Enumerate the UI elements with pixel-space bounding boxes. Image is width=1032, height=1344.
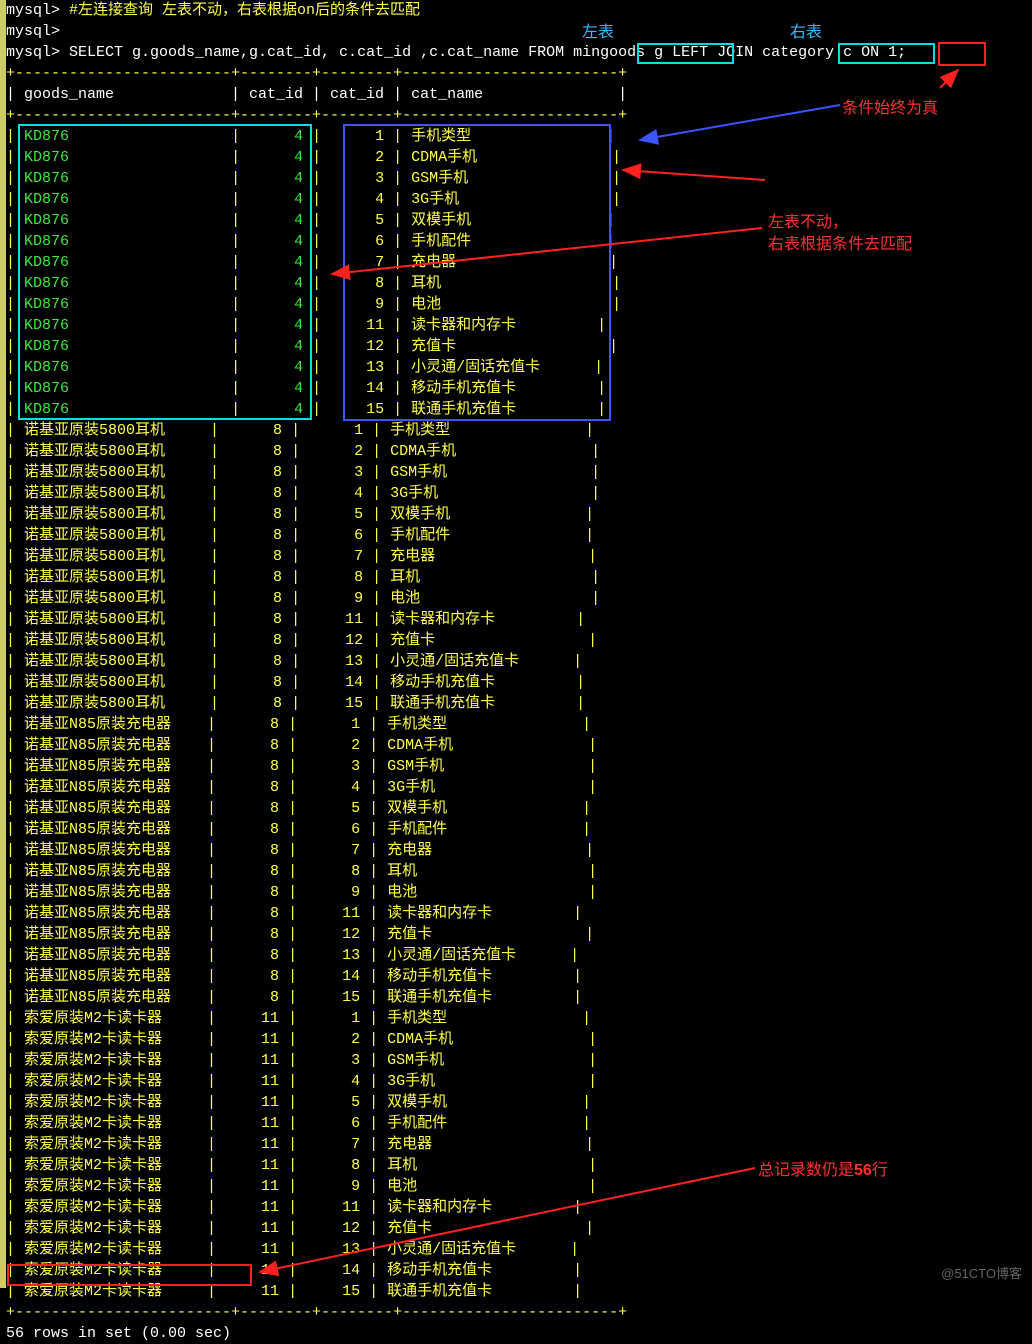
table-row: | 诺基亚N85原装充电器 | 8 | 13 | 小灵通/固话充值卡 | <box>6 945 1032 966</box>
table-row: | 诺基亚N85原装充电器 | 8 | 5 | 双模手机 | <box>6 798 1032 819</box>
table-row: | 索爱原装M2卡读卡器 | 11 | 13 | 小灵通/固话充值卡 | <box>6 1239 1032 1260</box>
table-row: | 索爱原装M2卡读卡器 | 11 | 1 | 手机类型 | <box>6 1008 1032 1029</box>
table-row: | 诺基亚N85原装充电器 | 8 | 9 | 电池 | <box>6 882 1032 903</box>
table-separator-top: +------------------------+--------+-----… <box>6 63 1032 84</box>
table-row: | 诺基亚原装5800耳机 | 8 | 5 | 双模手机 | <box>6 504 1032 525</box>
table-row: | 诺基亚原装5800耳机 | 8 | 14 | 移动手机充值卡 | <box>6 672 1032 693</box>
table-row: | 诺基亚N85原装充电器 | 8 | 14 | 移动手机充值卡 | <box>6 966 1032 987</box>
table-row: | 诺基亚原装5800耳机 | 8 | 6 | 手机配件 | <box>6 525 1032 546</box>
table-row: | 索爱原装M2卡读卡器 | 11 | 2 | CDMA手机 | <box>6 1029 1032 1050</box>
table-row: | 诺基亚原装5800耳机 | 8 | 1 | 手机类型 | <box>6 420 1032 441</box>
table-row: | 诺基亚N85原装充电器 | 8 | 6 | 手机配件 | <box>6 819 1032 840</box>
label-right-match: 右表根据条件去匹配 <box>768 230 912 254</box>
prompt-line-1: mysql> #左连接查询 左表不动，右表根据on后的条件去匹配 <box>6 0 1032 21</box>
table-row: | 索爱原装M2卡读卡器 | 11 | 3 | GSM手机 | <box>6 1050 1032 1071</box>
table-row: | 诺基亚N85原装充电器 | 8 | 1 | 手机类型 | <box>6 714 1032 735</box>
table-row: | 索爱原装M2卡读卡器 | 11 | 4 | 3G手机 | <box>6 1071 1032 1092</box>
table-row: | 诺基亚N85原装充电器 | 8 | 8 | 耳机 | <box>6 861 1032 882</box>
label-condition-true: 条件始终为真 <box>842 94 938 118</box>
box-left-block <box>18 124 312 420</box>
table-row: | 诺基亚原装5800耳机 | 8 | 9 | 电池 | <box>6 588 1032 609</box>
box-sql-table2 <box>838 43 935 64</box>
table-row: | 诺基亚N85原装充电器 | 8 | 7 | 充电器 | <box>6 840 1032 861</box>
box-right-block <box>343 124 611 421</box>
table-row: | 诺基亚N85原装充电器 | 8 | 3 | GSM手机 | <box>6 756 1032 777</box>
table-row: | 索爱原装M2卡读卡器 | 11 | 5 | 双模手机 | <box>6 1092 1032 1113</box>
table-row: | 诺基亚N85原装充电器 | 8 | 2 | CDMA手机 | <box>6 735 1032 756</box>
table-row: | 诺基亚N85原装充电器 | 8 | 12 | 充值卡 | <box>6 924 1032 945</box>
table-row: | 诺基亚原装5800耳机 | 8 | 15 | 联通手机充值卡 | <box>6 693 1032 714</box>
table-row: | 诺基亚原装5800耳机 | 8 | 8 | 耳机 | <box>6 567 1032 588</box>
label-total-rows: 总记录数仍是56行 <box>758 1156 888 1180</box>
box-footer <box>7 1264 252 1286</box>
table-row: | 诺基亚原装5800耳机 | 8 | 3 | GSM手机 | <box>6 462 1032 483</box>
table-row: | 索爱原装M2卡读卡器 | 11 | 6 | 手机配件 | <box>6 1113 1032 1134</box>
table-row: | 诺基亚原装5800耳机 | 8 | 2 | CDMA手机 | <box>6 441 1032 462</box>
label-right-table: 右表 <box>790 18 822 42</box>
table-row: | 诺基亚原装5800耳机 | 8 | 7 | 充电器 | <box>6 546 1032 567</box>
table-row: | 诺基亚N85原装充电器 | 8 | 4 | 3G手机 | <box>6 777 1032 798</box>
table-row: | 诺基亚原装5800耳机 | 8 | 12 | 充值卡 | <box>6 630 1032 651</box>
label-left-table: 左表 <box>582 18 614 42</box>
table-separator-bottom: +------------------------+--------+-----… <box>6 1302 1032 1323</box>
table-row: | 诺基亚原装5800耳机 | 8 | 11 | 读卡器和内存卡 | <box>6 609 1032 630</box>
table-row: | 索爱原装M2卡读卡器 | 11 | 12 | 充值卡 | <box>6 1218 1032 1239</box>
prompt-line-2: mysql> <box>6 21 1032 42</box>
result-footer: 56 rows in set (0.00 sec) <box>6 1323 1032 1344</box>
table-row: | 诺基亚N85原装充电器 | 8 | 15 | 联通手机充值卡 | <box>6 987 1032 1008</box>
box-sql-on <box>938 42 986 66</box>
box-sql-table1 <box>637 43 734 64</box>
table-row: | 诺基亚N85原装充电器 | 8 | 11 | 读卡器和内存卡 | <box>6 903 1032 924</box>
table-row: | 索爱原装M2卡读卡器 | 11 | 7 | 充电器 | <box>6 1134 1032 1155</box>
watermark: @51CTO博客 <box>941 1263 1022 1282</box>
label-left-no-move: 左表不动， <box>768 208 848 232</box>
table-row: | 诺基亚原装5800耳机 | 8 | 13 | 小灵通/固话充值卡 | <box>6 651 1032 672</box>
table-row: | 索爱原装M2卡读卡器 | 11 | 11 | 读卡器和内存卡 | <box>6 1197 1032 1218</box>
table-row: | 诺基亚原装5800耳机 | 8 | 4 | 3G手机 | <box>6 483 1032 504</box>
